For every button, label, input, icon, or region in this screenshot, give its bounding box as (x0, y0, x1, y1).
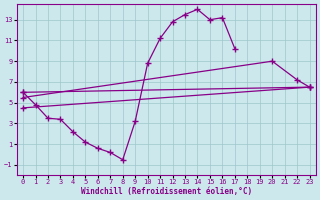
X-axis label: Windchill (Refroidissement éolien,°C): Windchill (Refroidissement éolien,°C) (81, 187, 252, 196)
